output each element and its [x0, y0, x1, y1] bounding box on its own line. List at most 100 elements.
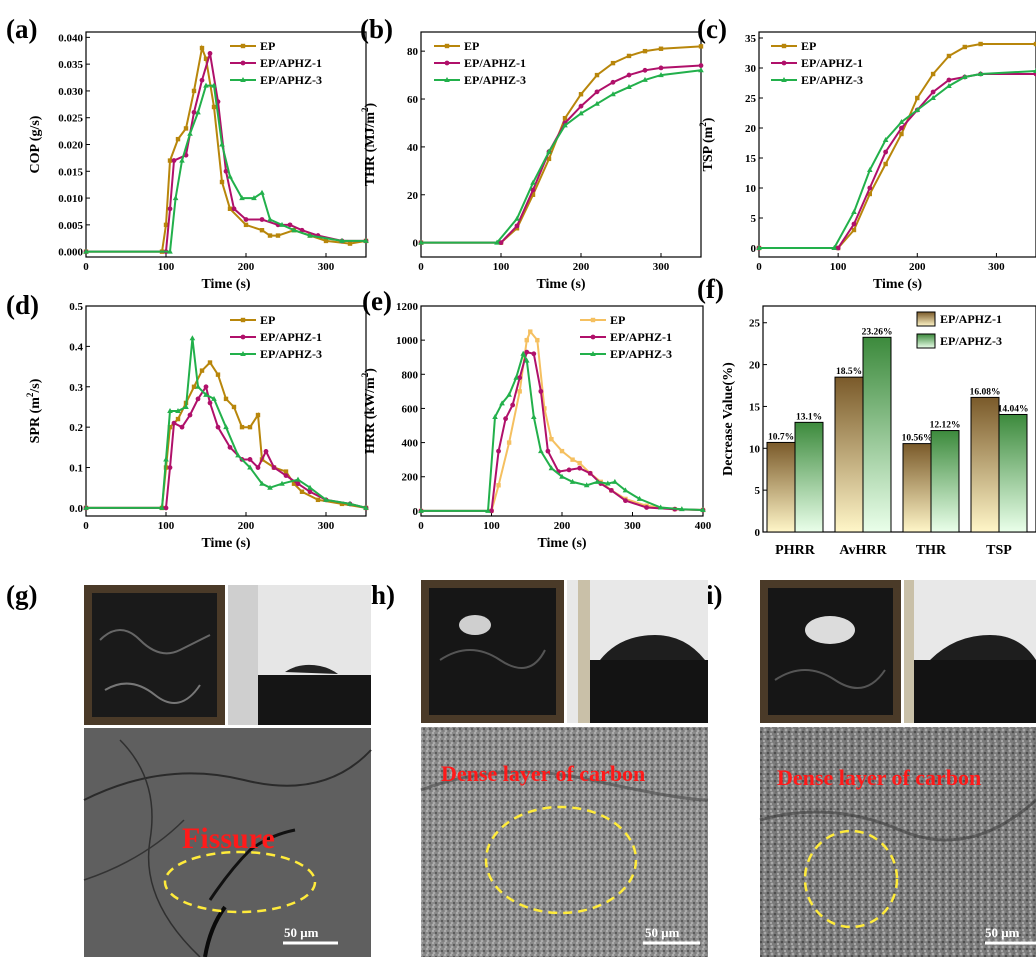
data-point	[609, 488, 614, 493]
y-tick-label: 400	[402, 438, 419, 450]
data-point	[644, 505, 649, 510]
data-point	[190, 335, 196, 340]
data-point	[627, 54, 631, 58]
legend-marker	[591, 335, 596, 340]
chart-cop: 0 100 200 300 0.000 0.005 0.010 0.015 0.020 0.025…	[28, 32, 369, 292]
x-tick-label: 100	[158, 261, 175, 273]
data-point	[300, 490, 304, 494]
data-point	[535, 338, 539, 342]
x-tick-label: 300	[318, 520, 335, 532]
dense-carbon-label-h: Dense layer of carbon	[441, 761, 645, 786]
bar-thr-1	[903, 444, 931, 532]
x-tick-label: 200	[573, 261, 590, 273]
y-axis-label: Decrease Value(%)	[721, 362, 736, 476]
data-point	[528, 329, 532, 333]
y-tick-label: 5	[755, 485, 761, 497]
series-line-ep-aphz-1	[86, 387, 366, 508]
legend-label: EP	[464, 39, 479, 53]
data-point	[570, 457, 574, 461]
data-point	[216, 425, 221, 430]
y-axis-label: TSP (m2)	[698, 117, 716, 171]
data-point	[196, 396, 201, 401]
y-axis-label: SPR (m2/s)	[25, 378, 43, 443]
data-point	[611, 80, 616, 85]
x-axis-label: Time (s)	[201, 277, 250, 292]
data-point	[595, 89, 600, 94]
data-point	[852, 228, 856, 232]
data-point	[256, 413, 260, 417]
scale-label-h: 50 μm	[645, 925, 680, 940]
data-point	[867, 186, 872, 191]
bar-value-label: 18.5%	[836, 367, 862, 377]
panel-label-b: (b)	[360, 14, 393, 44]
chart-spr: 0 100 200 3000.00.10.20.30.40.5Time (s)SPR …	[25, 301, 369, 551]
photo-panel-g: Fissure 50 μm	[84, 585, 371, 957]
data-point	[284, 469, 288, 473]
data-point	[200, 78, 205, 83]
data-point	[947, 54, 951, 58]
y-tick-label: 0.030	[58, 86, 83, 98]
data-point	[208, 51, 213, 56]
data-point	[232, 405, 236, 409]
chart-tsp: 0 100 200 300 0 5 10 15 20 25 30 35 Time (s) TSP (m2)…	[698, 32, 1036, 292]
data-point	[220, 180, 224, 184]
data-point	[577, 461, 581, 465]
data-point	[659, 66, 664, 71]
data-point	[168, 158, 172, 162]
y-tick-label: 0	[413, 506, 419, 518]
y-tick-label: 600	[402, 403, 419, 415]
y-tick-label: 0.1	[69, 463, 83, 475]
plot-frame	[86, 32, 366, 257]
data-point	[538, 389, 543, 394]
data-point	[288, 222, 293, 227]
y-tick-label: 80	[407, 46, 419, 58]
y-tick-label: 60	[407, 94, 419, 106]
data-point	[259, 190, 265, 195]
x-tick-label: 300	[318, 261, 335, 273]
legend-label: EP	[801, 39, 816, 53]
data-point	[180, 425, 185, 430]
photo-panel-h: Dense layer of carbon 50 μm	[421, 580, 708, 957]
panel-label-g: (g)	[6, 580, 37, 610]
bar-value-label: 10.7%	[768, 432, 794, 442]
data-point	[240, 425, 244, 429]
bar-thr-2	[931, 431, 959, 532]
y-tick-label: 0.000	[58, 247, 83, 259]
data-point	[232, 206, 237, 211]
panel-label-d: (d)	[6, 290, 39, 320]
x-tick-label: 200	[238, 520, 255, 532]
y-tick-label: 0	[755, 527, 761, 539]
data-point	[224, 397, 228, 401]
legend-label: EP	[260, 313, 275, 327]
data-point	[507, 440, 511, 444]
data-point	[316, 498, 320, 502]
x-tick-label: 100	[493, 261, 510, 273]
x-tick-label: 100	[483, 520, 500, 532]
y-tick-label: 5	[751, 213, 757, 225]
y-tick-label: 30	[745, 63, 757, 75]
data-point	[595, 73, 599, 77]
data-point	[883, 150, 888, 155]
data-point	[524, 350, 529, 355]
data-point	[525, 338, 529, 342]
data-point	[188, 413, 193, 418]
y-tick-label: 20	[749, 360, 761, 372]
legend-label: EP/APHZ-1	[260, 56, 322, 70]
data-point	[627, 73, 632, 78]
data-point	[931, 72, 935, 76]
data-point	[267, 217, 273, 222]
data-point	[244, 223, 248, 227]
scale-label-g: 50 μm	[284, 925, 319, 940]
category-label: THR	[916, 543, 947, 558]
data-point	[699, 44, 703, 48]
data-point	[244, 217, 249, 222]
data-point	[276, 233, 280, 237]
data-point	[264, 449, 269, 454]
data-point	[496, 483, 500, 487]
dense-carbon-label-i: Dense layer of carbon	[777, 765, 981, 790]
series-line-ep-aphz-3	[421, 70, 701, 242]
x-tick-label: 400	[695, 520, 712, 532]
data-point	[538, 448, 544, 453]
bar-avhrr-2	[863, 337, 891, 532]
